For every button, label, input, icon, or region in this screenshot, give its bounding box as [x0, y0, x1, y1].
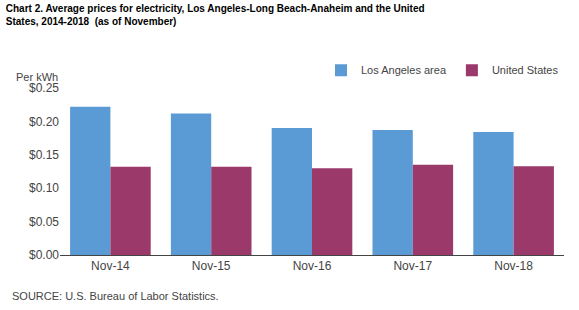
svg-text:SOURCE: U.S. Bureau of Labor S: SOURCE: U.S. Bureau of Labor Statistics. — [12, 290, 219, 302]
svg-text:Nov-14: Nov-14 — [91, 259, 130, 273]
svg-text:Chart 2. Average prices for el: Chart 2. Average prices for electricity,… — [6, 3, 425, 27]
svg-text:$0.05: $0.05 — [29, 215, 59, 229]
svg-text:$0.20: $0.20 — [29, 115, 59, 129]
svg-text:Nov-15: Nov-15 — [192, 259, 231, 273]
svg-text:$0.25: $0.25 — [29, 81, 59, 95]
svg-text:Los Angeles area: Los Angeles area — [361, 64, 447, 76]
svg-text:$0.15: $0.15 — [29, 148, 59, 162]
svg-text:United States: United States — [492, 64, 559, 76]
svg-text:Per kWh: Per kWh — [16, 71, 58, 83]
svg-text:Nov-16: Nov-16 — [293, 259, 332, 273]
svg-text:$0.10: $0.10 — [29, 181, 59, 195]
svg-text:$0.00: $0.00 — [29, 248, 59, 262]
svg-text:Nov-17: Nov-17 — [393, 259, 432, 273]
svg-text:Nov-18: Nov-18 — [494, 259, 533, 273]
